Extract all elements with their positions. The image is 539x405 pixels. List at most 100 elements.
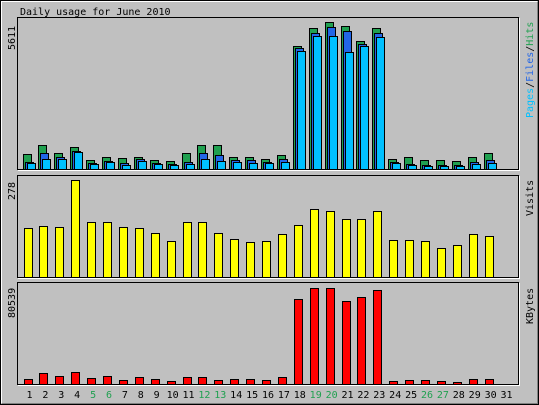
pages-bar-day-27 <box>440 166 449 170</box>
traffic-panel-shadow <box>18 18 520 171</box>
visits-bar-day-28 <box>453 245 462 278</box>
visits-panel <box>17 175 520 279</box>
visits-max-label: 278 <box>7 182 18 200</box>
pages-bar-day-15 <box>249 163 258 170</box>
kbytes-bar-day-4 <box>71 372 80 385</box>
visits-panel-shadow <box>18 176 520 279</box>
kbytes-bar-day-21 <box>342 301 351 385</box>
x-tick-label-day-26: 26 <box>421 390 433 401</box>
x-tick-label-day-18: 18 <box>294 390 306 401</box>
legend-hits: Hits <box>525 22 536 46</box>
pages-bar-day-9 <box>154 164 163 170</box>
visits-bar-day-9 <box>151 233 160 278</box>
kbytes-bar-day-9 <box>151 379 160 385</box>
x-tick-label-day-22: 22 <box>357 390 369 401</box>
x-tick-label-day-3: 3 <box>58 390 64 401</box>
pages-bar-day-30 <box>488 163 497 170</box>
pages-bar-day-13 <box>217 161 226 170</box>
x-tick-label-day-13: 13 <box>214 390 226 401</box>
visits-bar-day-8 <box>135 228 144 278</box>
kbytes-bar-day-27 <box>437 381 446 385</box>
visits-bar-day-7 <box>119 227 128 278</box>
kbytes-bar-day-12 <box>198 377 207 385</box>
x-tick-label-day-1: 1 <box>26 390 32 401</box>
pages-bar-day-16 <box>265 163 274 170</box>
x-tick-label-day-7: 7 <box>122 390 128 401</box>
chart-title: Daily usage for June 2010 <box>20 7 171 18</box>
traffic-max-label: 5611 <box>7 26 18 50</box>
visits-bar-day-4 <box>71 180 80 278</box>
pages-bar-day-7 <box>122 165 131 170</box>
traffic-bars <box>23 22 497 170</box>
pages-bar-day-11 <box>186 164 195 170</box>
traffic-panel <box>17 17 520 171</box>
visits-bar-day-6 <box>103 222 112 278</box>
visits-bar-day-20 <box>326 211 335 278</box>
pages-bar-day-8 <box>138 161 147 170</box>
kbytes-bar-day-6 <box>103 376 112 385</box>
kbytes-bar-day-25 <box>405 380 414 385</box>
x-tick-label-day-29: 29 <box>469 390 481 401</box>
pages-bar-day-23 <box>376 37 385 170</box>
x-tick-label-day-4: 4 <box>74 390 80 401</box>
x-tick-label-day-23: 23 <box>373 390 385 401</box>
legend-separator: / <box>525 82 536 88</box>
visits-bar-day-29 <box>469 234 478 278</box>
pages-bar-day-10 <box>170 165 179 170</box>
pages-bar-day-5 <box>90 164 99 170</box>
x-tick-label-day-2: 2 <box>42 390 48 401</box>
kbytes-bar-day-15 <box>246 379 255 385</box>
kbytes-bar-day-13 <box>214 380 223 385</box>
pages-bar-day-25 <box>408 165 417 170</box>
pages-bar-day-14 <box>233 162 242 170</box>
pages-bar-day-17 <box>281 162 290 170</box>
pages-bar-day-28 <box>456 166 465 170</box>
kbytes-bar-day-7 <box>119 380 128 385</box>
x-tick-label-day-10: 10 <box>167 390 179 401</box>
kbytes-bar-day-26 <box>421 380 430 385</box>
visits-bar-day-21 <box>342 219 351 278</box>
visits-bar-day-25 <box>405 240 414 278</box>
kbytes-bar-day-28 <box>453 382 462 385</box>
kbytes-bar-day-17 <box>278 377 287 385</box>
visits-bar-day-10 <box>167 241 176 278</box>
pages-bar-day-2 <box>42 159 51 170</box>
x-tick-label-day-24: 24 <box>389 390 401 401</box>
kbytes-bar-day-1 <box>24 379 33 385</box>
visits-bar-day-13 <box>214 233 223 278</box>
visits-bar-day-22 <box>357 219 366 278</box>
visits-bar-day-11 <box>183 222 192 278</box>
visits-bar-day-30 <box>485 236 494 278</box>
pages-bar-day-26 <box>424 166 433 170</box>
kbytes-bar-day-19 <box>310 288 319 385</box>
pages-bar-day-6 <box>106 162 115 170</box>
visits-bar-day-16 <box>262 241 271 278</box>
visits-bar-day-17 <box>278 234 287 278</box>
kbytes-bar-day-11 <box>183 377 192 385</box>
kbytes-bars <box>24 288 494 385</box>
pages-bar-day-29 <box>472 164 481 170</box>
visits-bar-day-12 <box>198 222 207 278</box>
kbytes-bar-day-2 <box>39 373 48 385</box>
kbytes-max-label: 80539 <box>7 288 18 318</box>
kbytes-bar-day-10 <box>167 381 176 385</box>
pages-bar-day-21 <box>345 52 354 170</box>
x-tick-label-day-5: 5 <box>90 390 96 401</box>
pages-bar-day-18 <box>297 51 306 170</box>
visits-bar-day-2 <box>39 226 48 278</box>
kbytes-bar-day-18 <box>294 299 303 385</box>
pages-bar-day-4 <box>74 152 83 170</box>
pages-bar-day-19 <box>313 36 322 170</box>
kbytes-bar-day-29 <box>469 379 478 385</box>
legend-pages: Pages <box>525 88 536 118</box>
kbytes-bar-day-23 <box>373 290 382 385</box>
kbytes-bar-day-8 <box>135 377 144 385</box>
x-tick-label-day-20: 20 <box>326 390 338 401</box>
x-tick-label-day-25: 25 <box>405 390 417 401</box>
x-tick-label-day-12: 12 <box>198 390 210 401</box>
legend-files: Files <box>525 52 536 82</box>
legend-separator: / <box>525 46 536 52</box>
kbytes-bar-day-20 <box>326 288 335 385</box>
